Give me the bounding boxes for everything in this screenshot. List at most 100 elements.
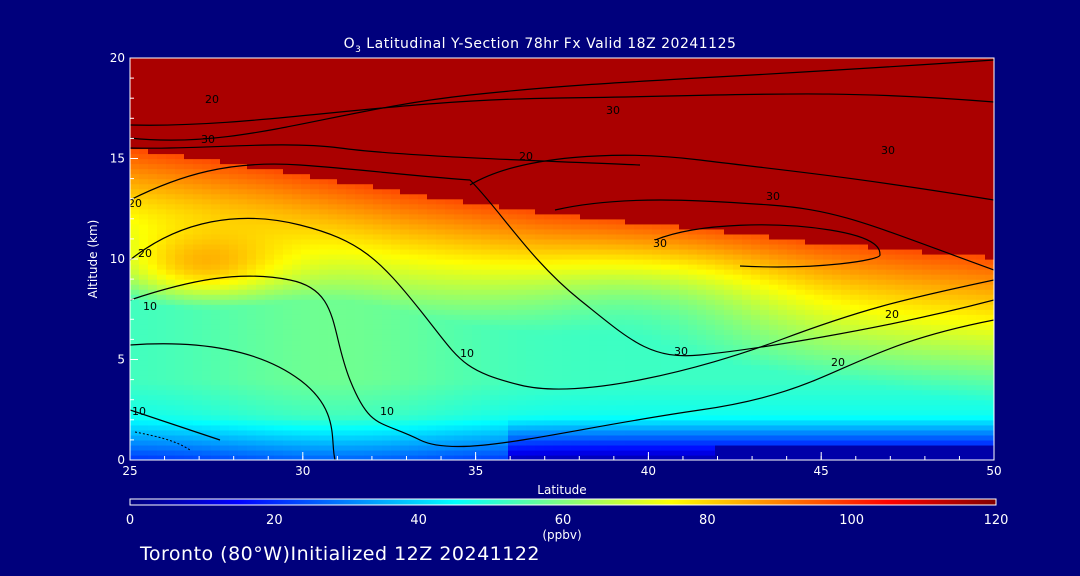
field-cell: [319, 324, 329, 330]
field-cell: [454, 208, 464, 215]
field-cell: [472, 173, 482, 180]
field-cell: [319, 213, 329, 220]
field-cell: [364, 78, 374, 84]
field-cell: [193, 339, 203, 346]
field-cell: [544, 138, 554, 145]
field-cell: [562, 424, 572, 431]
field-cell: [454, 128, 464, 134]
field-cell: [373, 434, 383, 441]
field-cell: [211, 113, 221, 119]
field-cell: [526, 439, 536, 446]
field-cell: [490, 319, 500, 325]
field-cell: [607, 394, 617, 401]
field-cell: [238, 238, 248, 245]
field-cell: [301, 414, 311, 421]
field-cell: [211, 63, 221, 69]
field-cell: [184, 83, 194, 89]
field-cell: [607, 248, 617, 255]
field-cell: [274, 63, 284, 69]
field-cell: [544, 168, 554, 175]
field-cell: [679, 349, 689, 356]
field-cell: [301, 434, 311, 441]
field-cell: [130, 93, 140, 99]
field-cell: [355, 389, 365, 396]
field-cell: [472, 88, 482, 94]
field-cell: [283, 68, 293, 74]
field-cell: [229, 354, 239, 361]
field-cell: [328, 364, 338, 371]
field-cell: [247, 334, 257, 341]
field-cell: [427, 228, 437, 235]
field-cell: [220, 138, 230, 145]
field-cell: [175, 284, 185, 290]
field-cell: [652, 58, 662, 64]
field-cell: [229, 233, 239, 240]
field-cell: [175, 269, 185, 275]
field-cell: [634, 369, 644, 376]
field-cell: [238, 349, 248, 356]
field-cell: [490, 148, 500, 155]
field-cell: [364, 269, 374, 275]
field-cell: [454, 449, 464, 456]
field-cell: [256, 444, 266, 451]
field-cell: [490, 88, 500, 94]
field-cell: [157, 414, 167, 421]
field-cell: [382, 444, 392, 451]
field-cell: [346, 309, 356, 315]
field-cell: [391, 374, 401, 381]
field-cell: [265, 404, 275, 411]
field-cell: [445, 374, 455, 381]
field-cell: [499, 454, 509, 460]
field-cell: [544, 309, 554, 315]
field-cell: [652, 424, 662, 431]
field-cell: [346, 369, 356, 376]
field-cell: [247, 203, 257, 210]
field-cell: [652, 404, 662, 411]
field-cell: [625, 113, 635, 119]
field-cell: [202, 158, 212, 165]
field-cell: [562, 208, 572, 215]
field-cell: [265, 299, 275, 305]
field-cell: [193, 354, 203, 361]
field-cell: [220, 153, 230, 160]
field-cell: [427, 163, 437, 170]
field-cell: [616, 213, 626, 220]
field-cell: [157, 379, 167, 386]
field-cell: [391, 113, 401, 119]
field-cell: [220, 414, 230, 421]
field-cell: [409, 439, 419, 446]
field-cell: [364, 113, 374, 119]
field-cell: [346, 118, 356, 124]
field-cell: [184, 414, 194, 421]
field-cell: [400, 93, 410, 99]
field-cell: [274, 354, 284, 361]
field-cell: [247, 188, 257, 195]
field-cell: [598, 108, 608, 114]
field-cell: [508, 324, 518, 330]
field-cell: [589, 68, 599, 74]
field-cell: [562, 454, 572, 460]
field-cell: [373, 163, 383, 170]
field-cell: [427, 183, 437, 190]
field-cell: [157, 274, 167, 280]
field-cell: [319, 369, 329, 376]
field-cell: [292, 379, 302, 386]
field-cell: [328, 63, 338, 69]
field-cell: [391, 444, 401, 451]
field-cell: [544, 88, 554, 94]
field-cell: [166, 399, 176, 406]
field-cell: [373, 73, 383, 79]
field-cell: [184, 143, 194, 150]
field-cell: [328, 454, 338, 460]
field-cell: [508, 274, 518, 280]
field-cell: [175, 259, 185, 265]
field-cell: [310, 178, 320, 185]
field-cell: [310, 213, 320, 220]
field-cell: [598, 389, 608, 396]
field-cell: [553, 63, 563, 69]
field-cell: [292, 173, 302, 180]
field-cell: [625, 334, 635, 341]
field-cell: [418, 103, 428, 109]
field-cell: [238, 228, 248, 235]
field-cell: [580, 213, 590, 220]
